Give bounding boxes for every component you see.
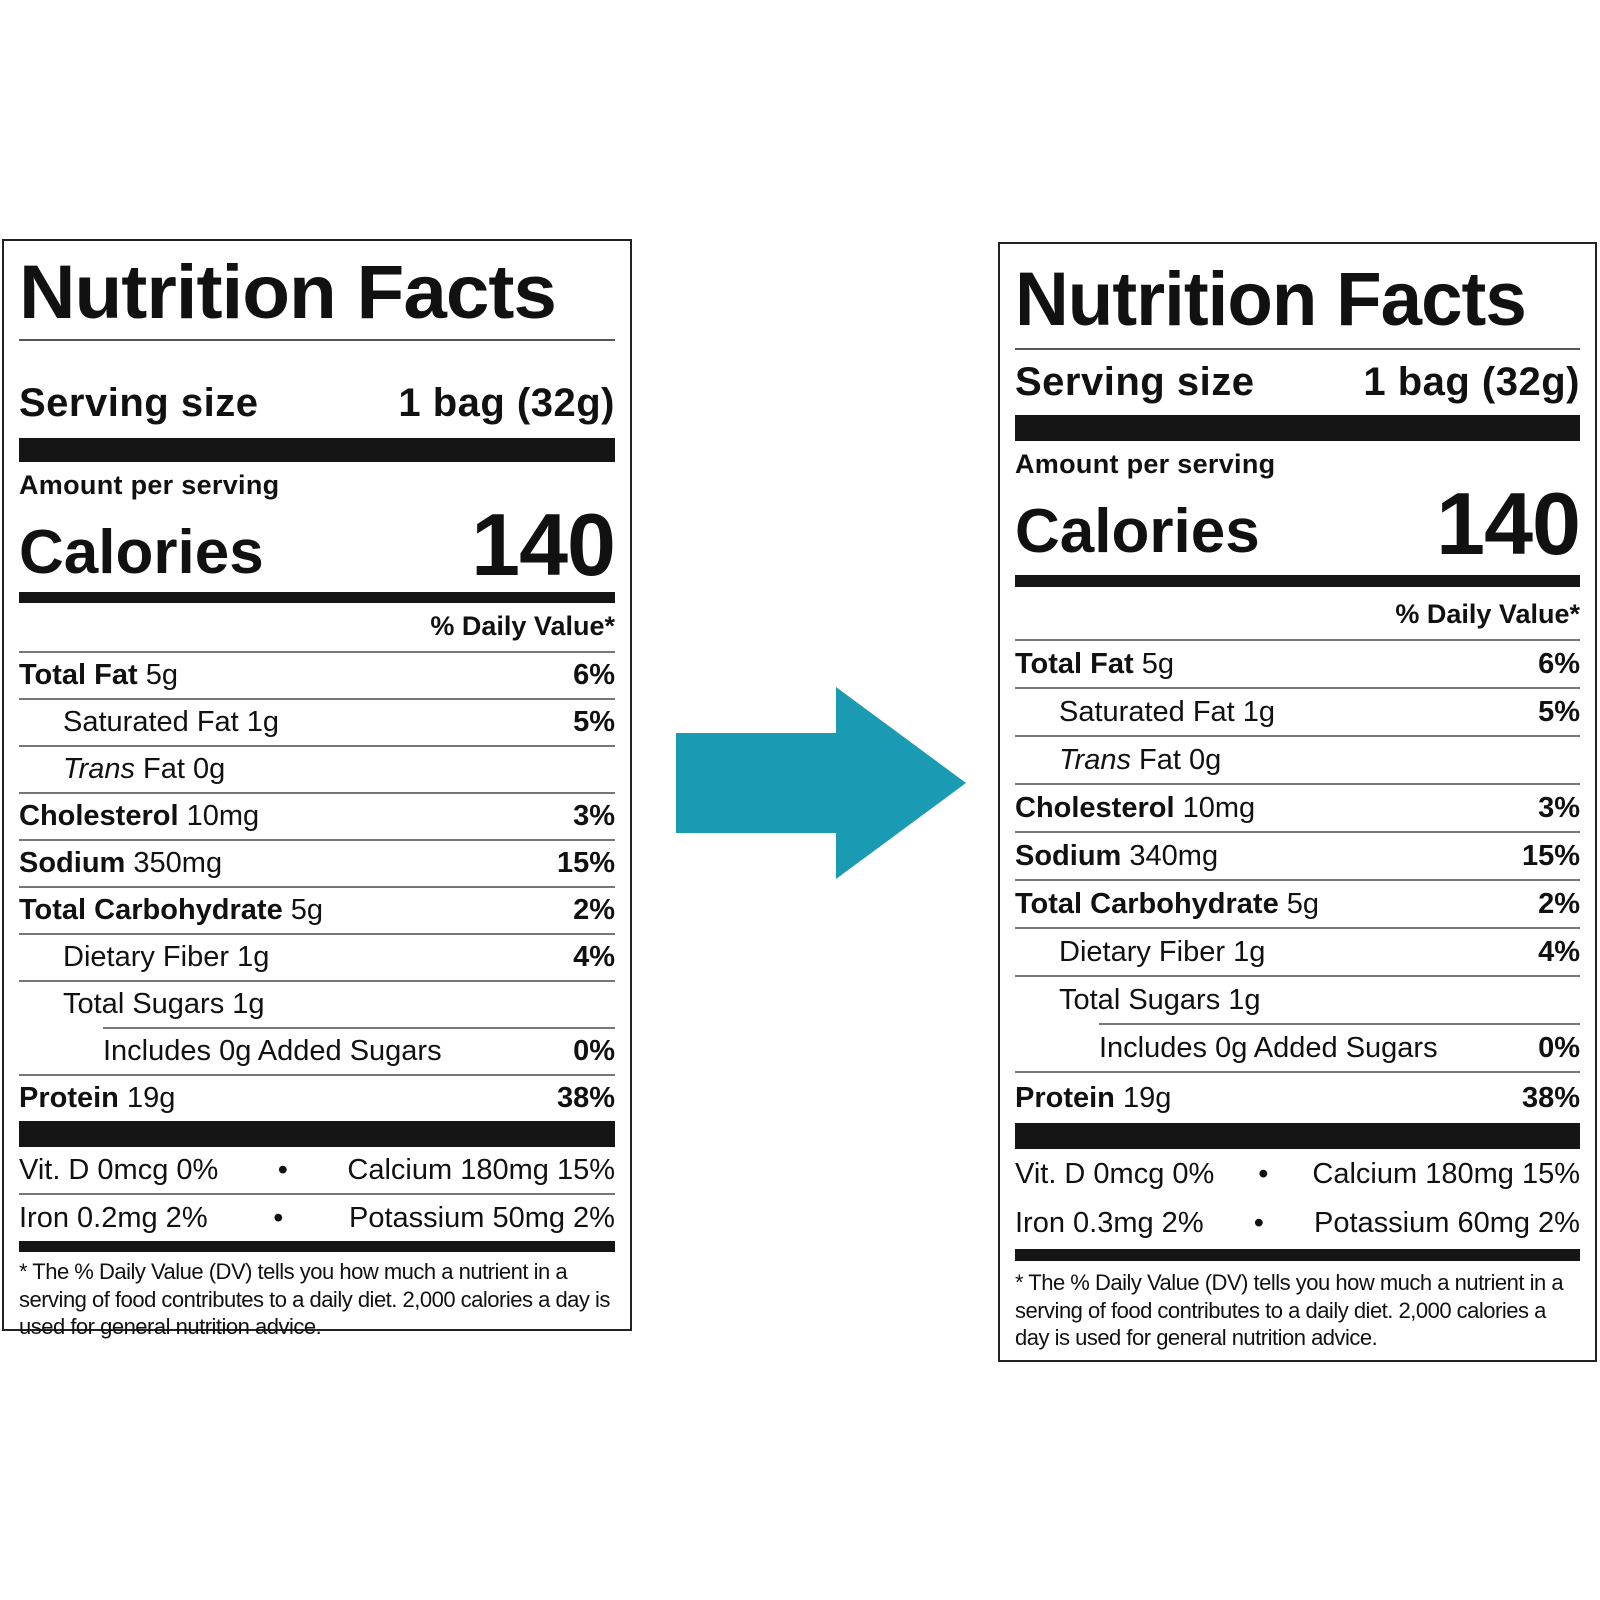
- daily-value-header: % Daily Value*: [430, 611, 615, 642]
- nutrient-row-sodium: Sodium 340mg 15%: [1015, 831, 1580, 879]
- nutrient-row-cholesterol: Cholesterol 10mg 3%: [1015, 783, 1580, 831]
- serving-size-row: Serving size 1 bag (32g): [1015, 360, 1580, 405]
- calories-label: Calories: [19, 518, 264, 588]
- serving-size-label: Serving size: [19, 381, 259, 425]
- nutrient-row-trans-fat: Trans Fat 0g: [1015, 735, 1580, 783]
- label-title: Nutrition Facts: [19, 250, 557, 335]
- nutrient-row-cholesterol: Cholesterol 10mg 3%: [19, 792, 615, 839]
- divider: [1015, 348, 1580, 350]
- nutrient-row-dietary-fiber: Dietary Fiber 1g 4%: [19, 933, 615, 980]
- nutrient-row-saturated-fat: Saturated Fat 1g 5%: [1015, 687, 1580, 735]
- footnote: * The % Daily Value (DV) tells you how m…: [19, 1259, 610, 1340]
- serving-size-value: 1 bag (32g): [1363, 360, 1580, 404]
- nutrient-row-protein: Protein 19g 38%: [1015, 1071, 1580, 1123]
- divider: [19, 339, 615, 341]
- amount-per-serving: Amount per serving: [19, 470, 280, 500]
- calories-label: Calories: [1015, 497, 1260, 567]
- serving-size-value: 1 bag (32g): [398, 381, 615, 425]
- medium-divider: [19, 592, 615, 604]
- serving-size-row: Serving size 1 bag (32g): [19, 381, 615, 426]
- calories-row: Calories 140: [1015, 474, 1581, 573]
- thick-divider: [19, 438, 615, 462]
- nutrient-row-total-sugars: Total Sugars 1g: [1015, 975, 1580, 1023]
- nutrient-row-trans-fat: Trans Fat 0g: [19, 745, 615, 792]
- medium-divider: [19, 1241, 615, 1253]
- medium-divider: [1015, 1249, 1580, 1262]
- calories-value: 140: [471, 495, 616, 594]
- calories-row: Calories 140: [19, 495, 616, 594]
- nutrient-row-saturated-fat: Saturated Fat 1g 5%: [19, 698, 615, 745]
- right-arrow-icon: [676, 687, 966, 879]
- vitamin-row: Vit. D 0mcg 0% • Calcium 180mg 15%: [1015, 1157, 1580, 1190]
- calories-value: 140: [1436, 474, 1581, 573]
- nutrient-row-added-sugars: Includes 0g Added Sugars 0%: [1099, 1023, 1580, 1071]
- daily-value-header: % Daily Value*: [1395, 599, 1580, 630]
- vitamin-row: Iron 0.2mg 2% • Potassium 50mg 2%: [19, 1201, 615, 1234]
- nutrient-row-dietary-fiber: Dietary Fiber 1g 4%: [1015, 927, 1580, 975]
- thick-divider: [1015, 415, 1580, 441]
- nutrient-row-sodium: Sodium 350mg 15%: [19, 839, 615, 886]
- vitamin-row: Iron 0.3mg 2% • Potassium 60mg 2%: [1015, 1206, 1580, 1239]
- nutrient-row-total-carbohydrate: Total Carbohydrate 5g 2%: [1015, 879, 1580, 927]
- nutrient-row-total-carbohydrate: Total Carbohydrate 5g 2%: [19, 886, 615, 933]
- nutrition-label-original: Nutrition Facts Serving size 1 bag (32g)…: [2, 239, 632, 1339]
- nutrient-row-added-sugars: Includes 0g Added Sugars 0%: [103, 1027, 615, 1074]
- thick-divider: [1015, 1123, 1580, 1150]
- serving-size-label: Serving size: [1015, 360, 1255, 404]
- footnote: * The % Daily Value (DV) tells you how m…: [1015, 1270, 1564, 1351]
- nutrient-row-total-sugars: Total Sugars 1g: [19, 980, 615, 1027]
- label-title: Nutrition Facts: [1015, 257, 1527, 342]
- thick-divider: [19, 1121, 615, 1148]
- nutrition-label-updated: Nutrition Facts Serving size 1 bag (32g)…: [998, 242, 1597, 1362]
- nutrient-row-total-fat: Total Fat 5g 6%: [1015, 639, 1580, 687]
- medium-divider: [1015, 575, 1580, 588]
- vitamin-row: Vit. D 0mcg 0% • Calcium 180mg 15%: [19, 1147, 615, 1196]
- nutrient-row-total-fat: Total Fat 5g 6%: [19, 651, 615, 698]
- amount-per-serving: Amount per serving: [1015, 449, 1276, 479]
- nutrient-row-protein: Protein 19g 38%: [19, 1074, 615, 1121]
